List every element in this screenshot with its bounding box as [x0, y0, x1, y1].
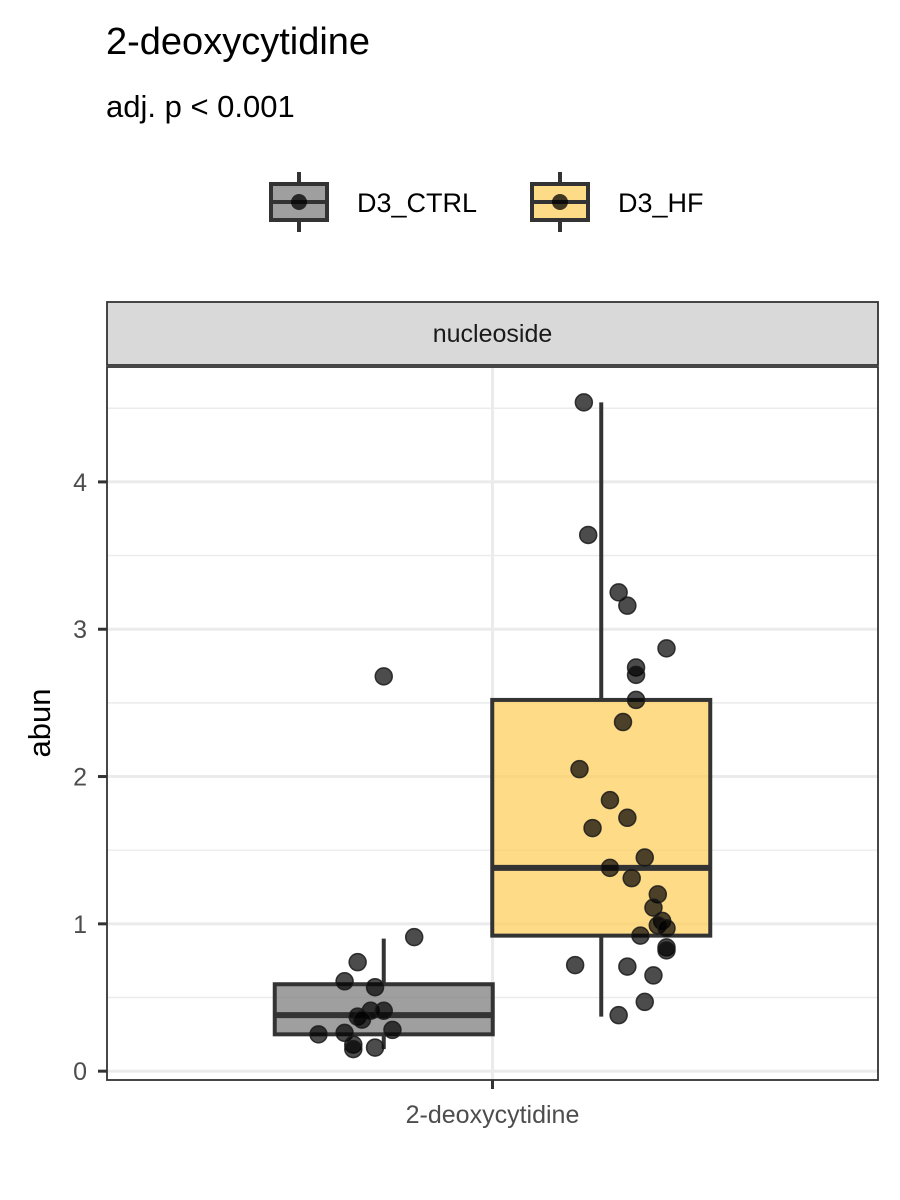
data-point	[578, 525, 598, 545]
data-point	[657, 639, 676, 658]
data-point	[574, 393, 594, 412]
x-tick-label: 2-deoxycytidine	[406, 1101, 580, 1129]
data-point	[383, 1020, 402, 1040]
legend-label: D3_CTRL	[357, 188, 477, 218]
data-point	[609, 1005, 628, 1025]
y-tick-label: 0	[73, 1058, 87, 1086]
data-point	[365, 977, 385, 997]
legend-item-d3-hf: D3_HF	[530, 172, 704, 232]
data-point	[657, 919, 676, 938]
data-point	[618, 596, 637, 615]
y-tick-label: 1	[73, 911, 87, 939]
data-point	[600, 858, 620, 878]
data-point	[335, 972, 354, 991]
facet-strip-label: nucleoside	[433, 320, 553, 348]
data-point	[644, 898, 663, 917]
data-point	[609, 583, 628, 602]
data-point	[600, 790, 620, 810]
data-points	[309, 393, 676, 1059]
data-point	[635, 848, 654, 867]
data-point	[635, 992, 654, 1012]
data-point	[374, 1001, 393, 1021]
data-point	[344, 1039, 363, 1059]
data-point	[404, 927, 424, 947]
data-point	[352, 1010, 372, 1029]
data-point	[657, 941, 676, 960]
axes: 0 1 2 3 4 2-deoxycytidine	[73, 469, 579, 1129]
box-body	[490, 697, 713, 938]
y-axis-title: abun	[22, 689, 57, 758]
data-point	[374, 667, 393, 686]
data-point	[618, 808, 637, 828]
data-point	[626, 690, 646, 710]
y-tick-label: 2	[73, 764, 87, 792]
data-point	[365, 1038, 385, 1057]
data-point	[622, 868, 641, 888]
facet-strip	[106, 301, 879, 366]
data-point	[309, 1025, 328, 1044]
legend-key-point	[291, 194, 307, 210]
data-point	[565, 955, 585, 975]
legend-key-point	[552, 194, 568, 210]
data-point	[618, 957, 637, 976]
y-tick-label: 3	[73, 616, 87, 644]
y-tick-label: 4	[73, 469, 87, 497]
chart-subtitle: adj. p < 0.001	[106, 89, 295, 124]
data-point	[570, 759, 589, 779]
data-point	[348, 952, 367, 972]
data-point	[583, 818, 602, 838]
legend: D3_CTRL D3_HF	[269, 172, 704, 232]
chart-title: 2-deoxycytidine	[106, 21, 370, 63]
data-point	[631, 926, 650, 945]
box-d3-hf	[490, 402, 713, 1017]
data-point	[644, 966, 663, 985]
legend-label: D3_HF	[618, 188, 704, 218]
data-point	[626, 665, 646, 685]
legend-item-d3-ctrl: D3_CTRL	[269, 172, 477, 232]
data-point	[613, 712, 633, 732]
